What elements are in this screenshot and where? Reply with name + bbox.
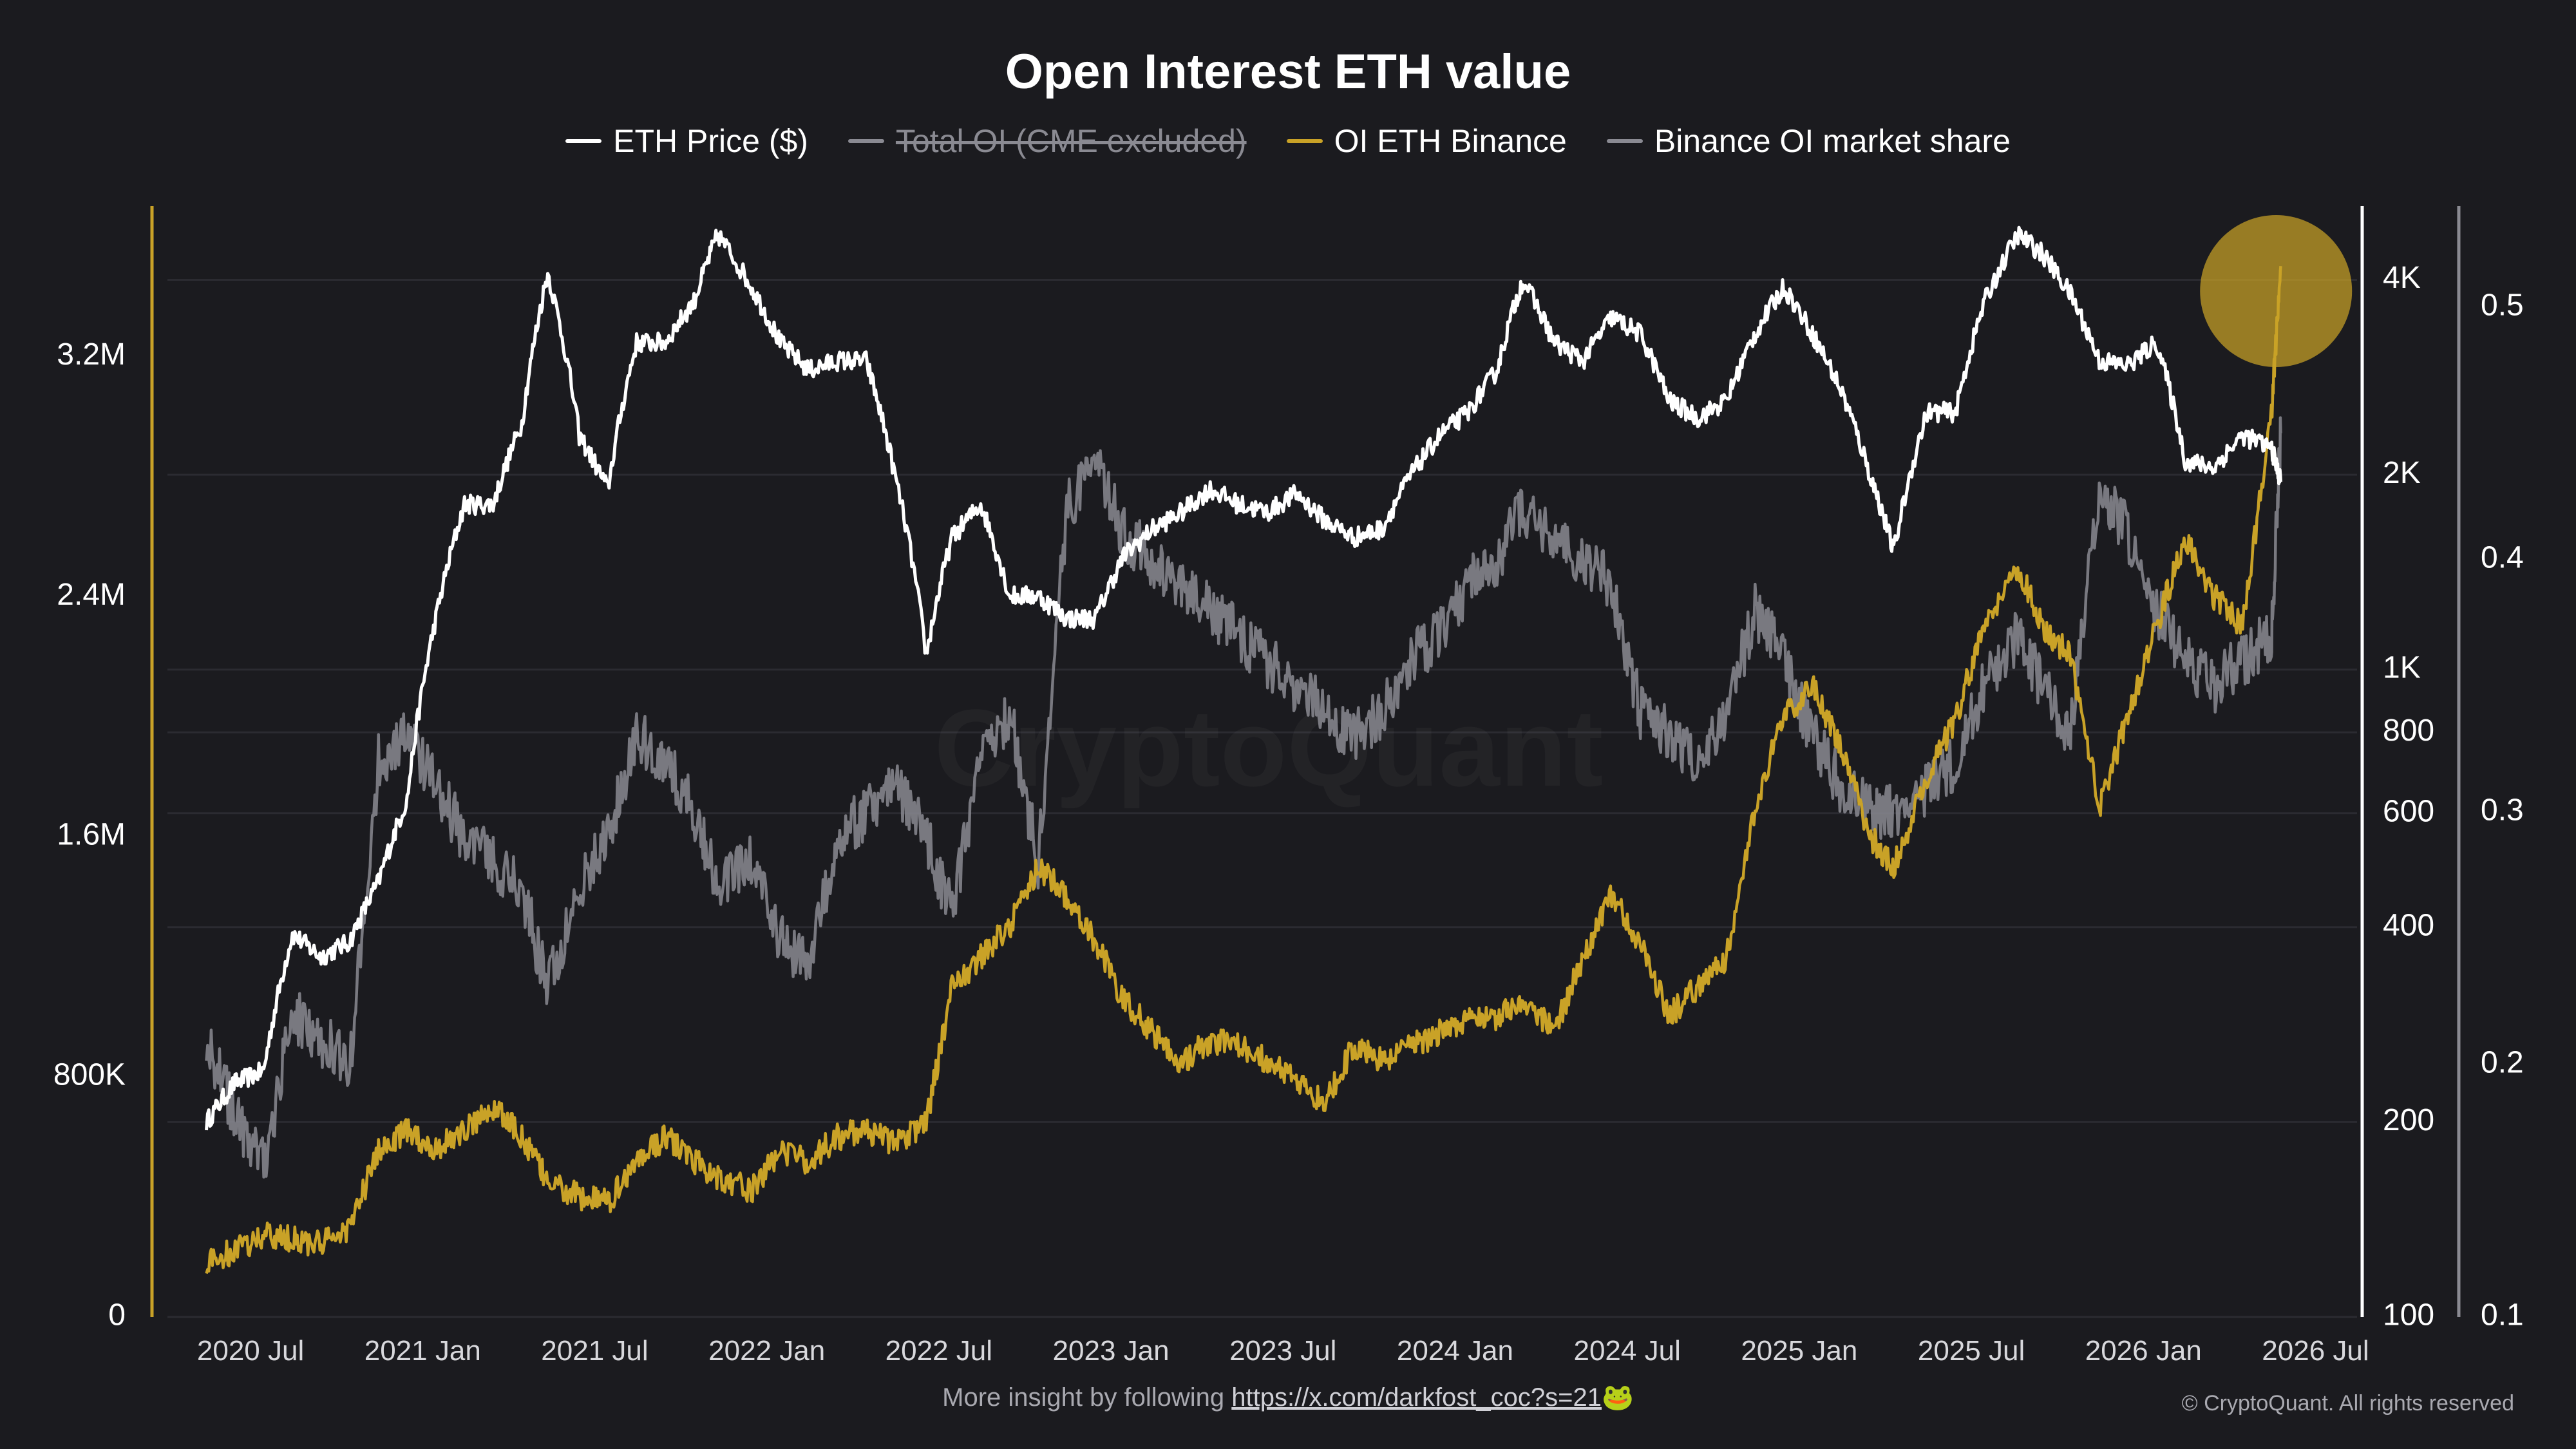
highlight-circle <box>2200 215 2353 367</box>
x-tick-label: 2026 Jan <box>2085 1335 2202 1367</box>
legend-label: Total OI (CME excluded) <box>895 123 1247 159</box>
frog-emoji-icon: 🐸 <box>1602 1383 1634 1412</box>
left-tick-label: 1.6M <box>57 818 126 852</box>
footer-text: More insight by following <box>942 1383 1225 1412</box>
legend-swatch <box>565 139 602 143</box>
x-tick-label: 2022 Jul <box>886 1335 992 1367</box>
chart-title: Open Interest ETH value <box>1005 44 1571 99</box>
price-tick-label: 400 <box>2383 908 2434 942</box>
x-tick-label: 2021 Jan <box>365 1335 481 1367</box>
share-tick-label: 0.2 <box>2481 1046 2524 1080</box>
copyright: © CryptoQuant. All rights reserved <box>2181 1391 2514 1416</box>
series-line-0 <box>205 225 2282 1131</box>
footer-link[interactable]: https://x.com/darkfost_coc?s=21 <box>1231 1383 1602 1412</box>
x-tick-label: 2024 Jan <box>1397 1335 1513 1367</box>
axes: 0 800K 1.6M 2.4M 3.2M 100 200 400 600 800 1K 2K 4K 0.… <box>53 206 2524 1367</box>
price-tick-label: 1K <box>2383 650 2421 685</box>
legend-label: OI ETH Binance <box>1334 123 1567 159</box>
legend-label: Binance OI market share <box>1654 123 2011 159</box>
footer: More insight by following https://x.com/… <box>0 1382 2576 1412</box>
left-tick-label: 3.2M <box>57 337 126 372</box>
x-tick-label: 2021 Jul <box>541 1335 648 1367</box>
legend-item-eth-price[interactable]: ETH Price ($) <box>565 122 808 160</box>
legend-label: ETH Price ($) <box>613 123 808 159</box>
legend-item-oi-eth-binance[interactable]: OI ETH Binance <box>1286 122 1567 160</box>
share-tick-label: 0.4 <box>2481 541 2524 575</box>
left-tick-label: 800K <box>53 1058 126 1092</box>
annotation-layer <box>2200 215 2353 367</box>
share-tick-label: 0.5 <box>2481 288 2524 322</box>
price-tick-label: 4K <box>2383 261 2421 295</box>
left-tick-label: 2.4M <box>57 578 126 612</box>
left-tick-label: 0 <box>108 1298 126 1332</box>
x-tick-label: 2024 Jul <box>1573 1335 1680 1367</box>
price-tick-label: 800 <box>2383 714 2434 748</box>
price-tick-label: 2K <box>2383 456 2421 490</box>
legend-item-binance-share[interactable]: Binance OI market share <box>1606 122 2011 160</box>
legend-swatch <box>1286 139 1323 143</box>
price-tick-label: 600 <box>2383 794 2434 828</box>
share-tick-label: 0.1 <box>2481 1298 2524 1332</box>
x-tick-label: 2020 Jul <box>197 1335 304 1367</box>
series-line-2 <box>205 266 2282 1274</box>
legend-item-total-oi[interactable]: Total OI (CME excluded) <box>848 122 1247 160</box>
legend-swatch <box>1606 139 1643 143</box>
x-tick-label: 2025 Jul <box>1918 1335 2025 1367</box>
price-tick-label: 200 <box>2383 1103 2434 1137</box>
x-tick-label: 2026 Jul <box>2262 1335 2369 1367</box>
x-tick-label: 2022 Jan <box>708 1335 825 1367</box>
series-line-3 <box>205 416 2282 1179</box>
price-tick-label: 100 <box>2383 1298 2434 1332</box>
x-tick-label: 2023 Jul <box>1229 1335 1336 1367</box>
series-layer <box>205 225 2282 1274</box>
watermark: CryptoQuant <box>934 687 1604 810</box>
legend-swatch <box>848 139 884 143</box>
legend: ETH Price ($) Total OI (CME excluded) OI… <box>0 122 2576 160</box>
share-tick-label: 0.3 <box>2481 793 2524 828</box>
x-tick-label: 2023 Jan <box>1053 1335 1170 1367</box>
x-tick-label: 2025 Jan <box>1741 1335 1857 1367</box>
